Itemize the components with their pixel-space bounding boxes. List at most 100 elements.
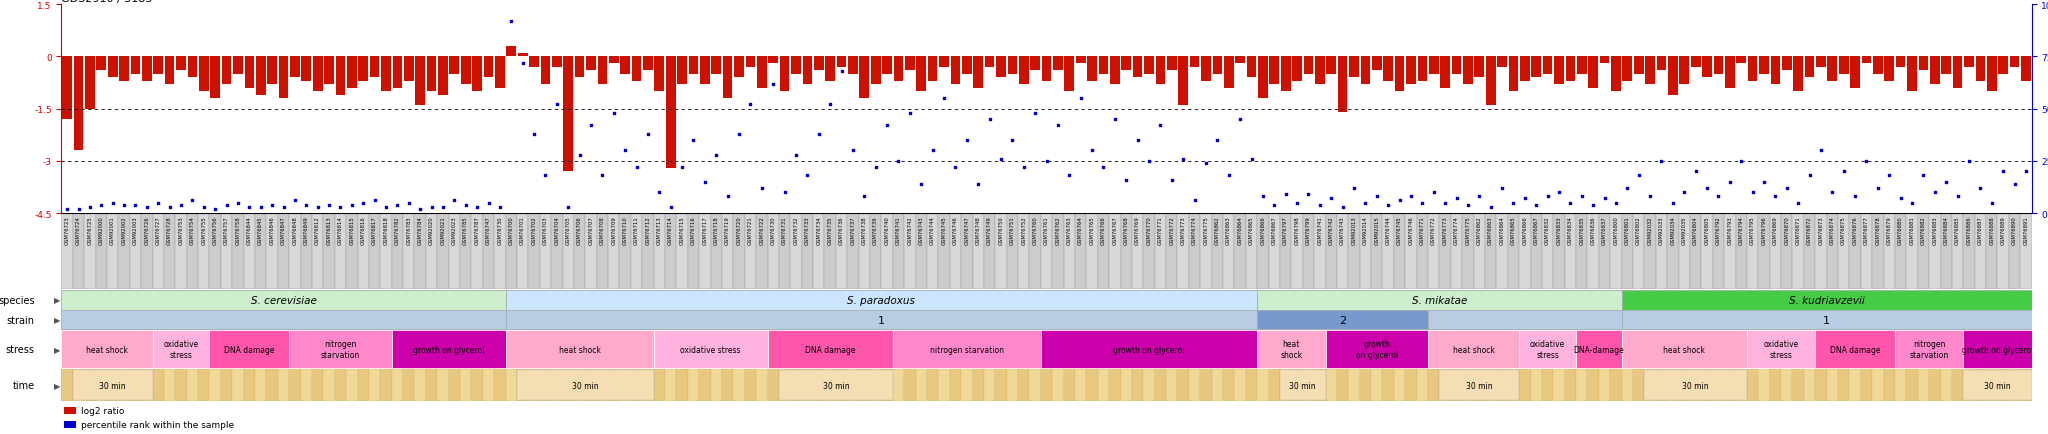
Point [301,204,334,211]
Point [575,122,608,129]
Text: GSM76891: GSM76891 [2023,216,2028,244]
Text: GSM76768: GSM76768 [1124,216,1128,244]
Bar [858,214,870,289]
Bar [1692,57,1700,68]
Bar [1837,369,1849,401]
Bar [449,214,461,289]
Point [141,200,174,207]
Point [803,131,836,138]
Bar [1462,369,1475,401]
Bar [1235,369,1245,401]
Text: GSM76771: GSM76771 [1157,216,1163,244]
Bar [346,57,356,89]
Bar [973,369,983,401]
Bar [1724,369,1735,401]
Text: growth on glycerol: growth on glycerol [414,345,485,354]
Text: GSM76741: GSM76741 [1317,216,1323,244]
Bar [1894,369,1907,401]
Point [403,206,436,213]
Bar [1020,57,1028,85]
Text: GSM76737: GSM76737 [850,216,856,244]
Text: GSM76878: GSM76878 [1876,216,1880,244]
Text: heat shock: heat shock [559,345,600,354]
Text: GSM76707: GSM76707 [588,216,594,244]
Bar [893,57,903,82]
Text: GSM76863: GSM76863 [1489,216,1493,244]
Bar [1645,371,1747,400]
Bar [381,369,391,401]
Bar [1337,57,1348,113]
Bar [1964,331,2032,368]
Bar [1417,57,1427,82]
Bar [631,214,643,289]
Bar [1430,57,1438,75]
Bar [676,214,688,289]
Bar [1530,214,1542,289]
Bar [244,214,256,289]
Text: GSM76869: GSM76869 [1774,216,1778,244]
Text: GSM92034: GSM92034 [1671,216,1675,244]
Text: GSM76706: GSM76706 [578,216,582,244]
Bar [1235,57,1245,64]
Bar [1632,369,1645,401]
Bar [1769,369,1782,401]
Bar [655,57,664,92]
Bar [1008,214,1018,289]
Text: GSM76745: GSM76745 [1397,216,1403,244]
Bar [836,214,848,289]
Bar [1507,214,1520,289]
Bar [928,369,938,401]
Bar [1792,369,1804,401]
Bar [1655,214,1667,289]
Point [1145,122,1178,129]
Bar [1427,369,1440,401]
Text: stress: stress [6,345,35,354]
Bar [1337,214,1348,289]
Bar [1075,57,1085,64]
Text: GSM76805: GSM76805 [1704,216,1710,244]
Text: GSM76799: GSM76799 [1307,216,1311,244]
Text: ▶: ▶ [53,345,61,354]
Point [678,137,711,144]
Text: GSM76705: GSM76705 [565,216,571,244]
Text: GSM92032: GSM92032 [1647,216,1653,244]
Text: GSM76714: GSM76714 [668,216,674,244]
Bar [483,369,494,401]
Point [51,206,84,213]
Text: GSM76740: GSM76740 [885,216,889,244]
Text: GSM76747: GSM76747 [965,216,969,244]
Point [496,18,528,25]
Bar [1225,57,1233,89]
Text: GSM76730: GSM76730 [498,216,502,244]
Bar [391,369,403,401]
Text: DNA-damage: DNA-damage [1573,345,1624,354]
Bar [1040,369,1053,401]
Bar [358,369,369,401]
Point [1087,164,1120,171]
Bar [1245,369,1257,401]
Text: GSM76847: GSM76847 [281,216,287,244]
Bar [903,214,915,289]
Bar [870,369,881,401]
Bar [653,331,768,368]
Bar [758,57,766,89]
Text: GSM92023: GSM92023 [453,216,457,244]
Bar [551,369,563,401]
Bar [791,214,801,289]
Bar [1200,214,1212,289]
Bar [334,214,346,289]
Bar [618,214,631,289]
Bar [2009,57,2019,68]
Bar [1657,57,1667,71]
Point [1804,148,1837,155]
Bar [893,369,903,401]
Text: 30 min: 30 min [1985,381,2011,390]
Bar [1862,214,1872,289]
Bar [1987,214,1997,289]
Bar [745,57,756,68]
Text: GSM76732: GSM76732 [793,216,799,244]
Bar [334,369,346,401]
Bar [311,214,324,289]
Bar [903,369,915,401]
Bar [1155,57,1165,85]
